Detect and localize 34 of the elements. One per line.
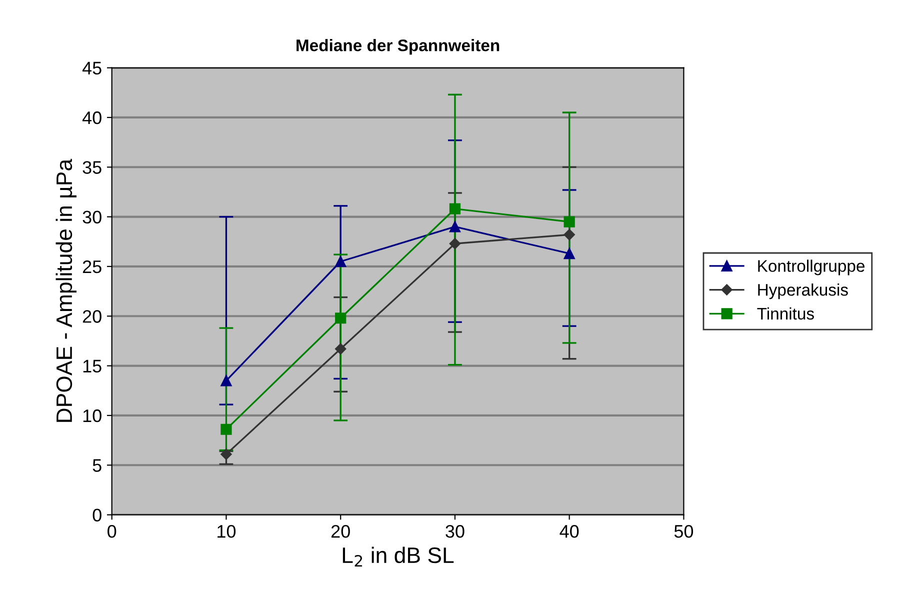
- y-tick-label: 40: [82, 111, 102, 124]
- y-tick-label: 10: [83, 409, 102, 422]
- x-tick-label: 50: [674, 525, 694, 538]
- point: [449, 221, 461, 232]
- x-tick-label: 40: [560, 525, 579, 538]
- y-tick-label: 45: [82, 62, 102, 75]
- y-tick-label: 30: [82, 210, 102, 224]
- point: [449, 203, 461, 214]
- x-tick-label: 20: [331, 525, 350, 538]
- point: [220, 424, 232, 435]
- point: [564, 229, 575, 240]
- x-tick-label: 30: [446, 525, 464, 538]
- legend-label: Kontrollgruppe: [758, 260, 864, 276]
- point: [220, 448, 232, 460]
- x-tick-label: 10: [218, 525, 236, 538]
- point: [334, 343, 346, 355]
- point: [449, 238, 461, 250]
- legend-label: Hyperakusis: [758, 284, 848, 300]
- y-tick-label: 35: [82, 161, 102, 174]
- legend-label: Tinnitus: [757, 307, 814, 320]
- x-tick-label: 0: [108, 525, 116, 538]
- y-tick-label: 5: [92, 459, 102, 472]
- y-axis-title: DPOAE - Amplitude in µPa: [56, 158, 76, 422]
- point: [220, 375, 232, 386]
- y-tick-label: 0: [92, 508, 102, 522]
- y-tick-label: 15: [83, 360, 102, 373]
- point: [335, 256, 346, 268]
- y-tick-label: 20: [82, 310, 102, 323]
- x-axis-title: L$_{2}$ in dB SL: [342, 546, 454, 567]
- chart-title: Mediane der Spannweiten: [296, 39, 500, 55]
- point: [564, 248, 575, 260]
- point: [564, 216, 575, 228]
- y-tick-label: 25: [82, 260, 102, 274]
- point: [335, 312, 346, 324]
